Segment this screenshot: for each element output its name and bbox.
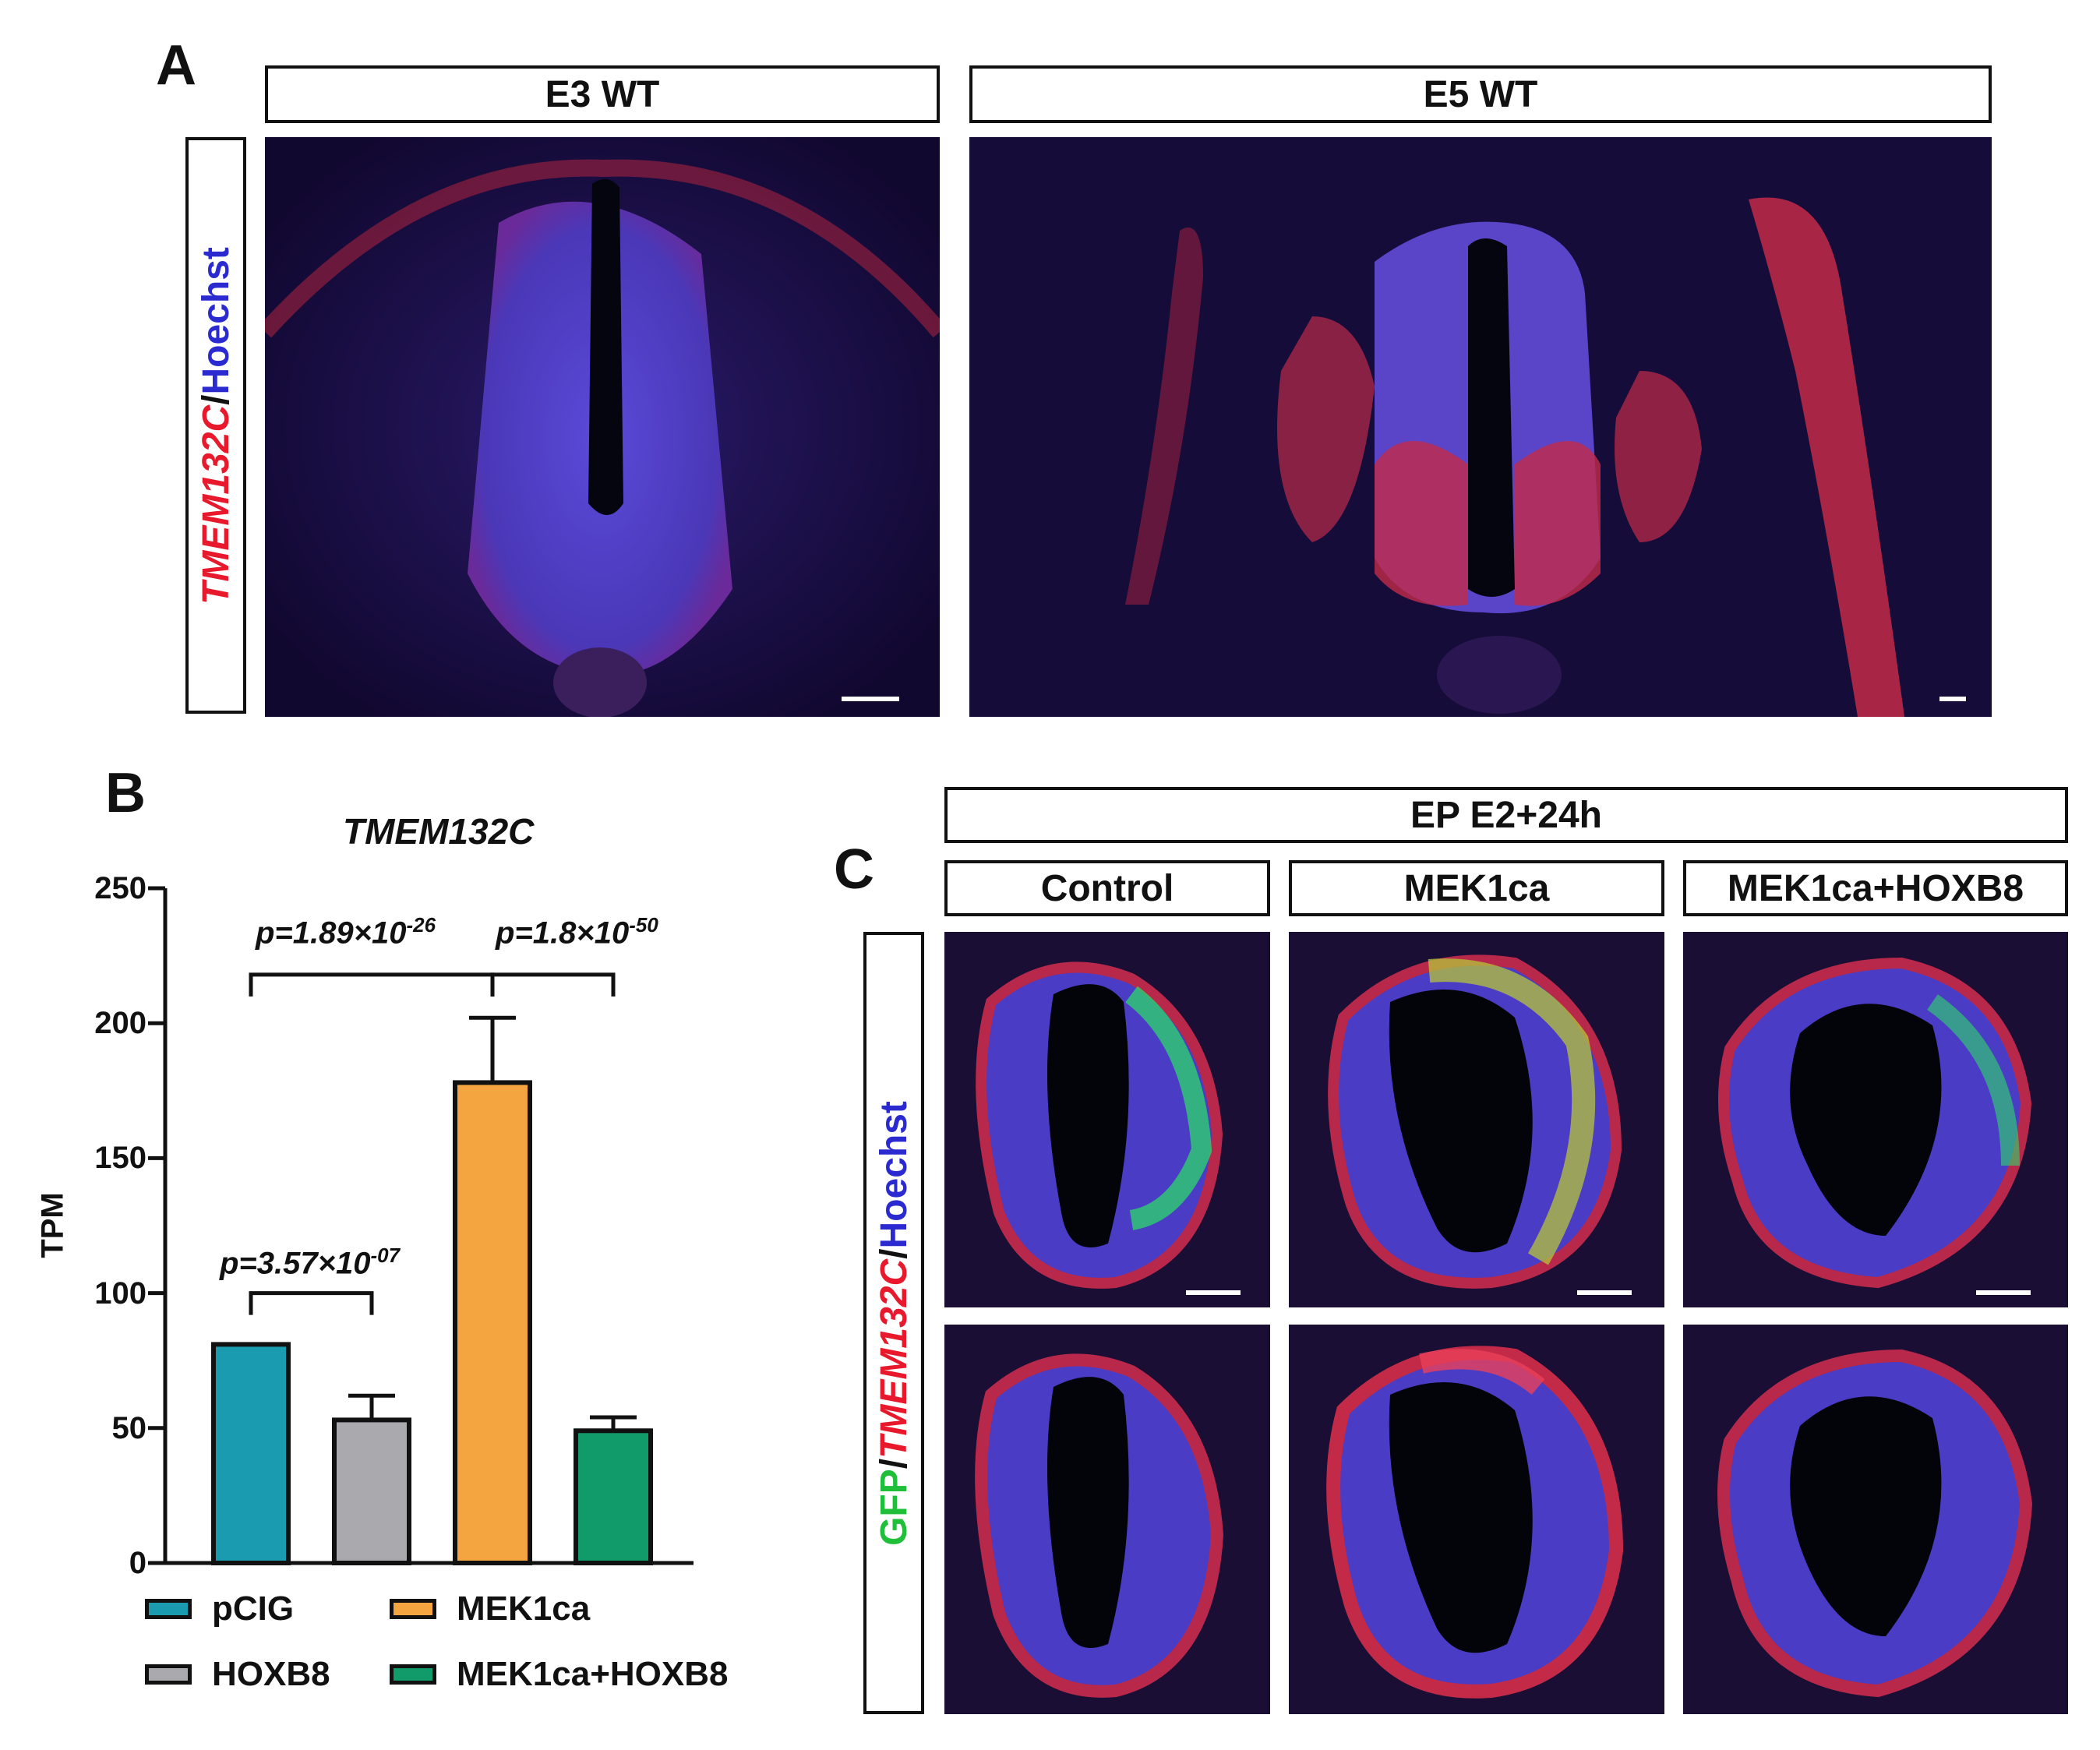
micrograph-mek1ca-hoxb8-tmem132c [1683,1325,2068,1714]
p-value-pcig-vs-hoxb8: p=3.57×10-07 [220,1244,401,1281]
y-tick-label: 200 [94,1006,146,1041]
legend-swatch [145,1664,192,1685]
p-value-mek1ca-vs-combo: p=1.8×10-50 [496,913,658,951]
scale-bar [1939,697,1966,701]
panel-a-side-label: TMEM132C/Hoechst [185,137,246,714]
micrograph-control-merged [944,932,1270,1307]
panel-a-letter: A [156,34,196,97]
panel-c-side-label: GFP/TMEM132C/Hoechst [863,932,924,1714]
panel-c-top-header: EP E2+24h [944,787,2068,843]
y-tick-label: 50 [111,1410,147,1445]
column-header-mek1ca: MEK1ca [1289,860,1664,916]
panel-c-letter: C [834,838,874,901]
significance-bracket [249,972,495,997]
legend-item-mek1ca: MEK1ca [390,1589,590,1628]
scale-bar [1577,1290,1632,1295]
scale-bar [1976,1290,2031,1295]
micrograph-control-tmem132c [944,1325,1270,1714]
panel-a-header-e3: E3 WT [265,65,940,123]
gfp-label: GFP [873,1468,915,1546]
y-tick-label: 150 [94,1141,146,1176]
bar-mek1ca [453,1080,532,1565]
bar-chart [148,886,694,1566]
micrograph-mek1ca-tmem132c [1289,1325,1664,1714]
panel-b-letter: B [105,762,146,824]
bar-hoxb8 [332,1417,411,1565]
label-separator: / [873,1247,915,1259]
scale-bar [1186,1290,1241,1295]
column-header-control: Control [944,860,1270,916]
hoechst-label: Hoechst [873,1100,915,1248]
y-tick-label: 250 [94,871,146,905]
p-value-pcig-vs-mek1ca: p=1.89×10-26 [256,913,436,951]
y-tick-label: 100 [94,1275,146,1311]
column-header-mek1ca-hoxb8: MEK1ca+HOXB8 [1683,860,2068,916]
legend-swatch [390,1599,436,1619]
legend-swatch [145,1599,192,1619]
significance-bracket [249,1291,374,1315]
y-tick-label: 0 [129,1546,146,1580]
bar-pcig [211,1342,291,1566]
legend-item-hoxb8: HOXB8 [145,1655,330,1694]
y-tick-labels: 250 200 150 100 50 0 [69,0,146,1636]
micrograph-mek1ca-hoxb8-merged [1683,932,2068,1307]
tmem132c-label: TMEM132C [873,1258,915,1459]
bar-mek1ca-hoxb8 [574,1428,653,1566]
panel-a-header-e5: E5 WT [969,65,1992,123]
legend-item-pcig: pCIG [145,1589,294,1628]
label-separator: / [873,1458,915,1469]
significance-bracket [490,972,616,997]
micrograph-e5-wt [969,137,1992,717]
legend-swatch [390,1664,436,1685]
legend-item-mek1ca-hoxb8: MEK1ca+HOXB8 [390,1655,728,1694]
micrograph-e3-wt [265,137,940,717]
scale-bar [842,697,899,701]
chart-title: TMEM132C [343,811,535,852]
micrograph-mek1ca-merged [1289,932,1664,1307]
